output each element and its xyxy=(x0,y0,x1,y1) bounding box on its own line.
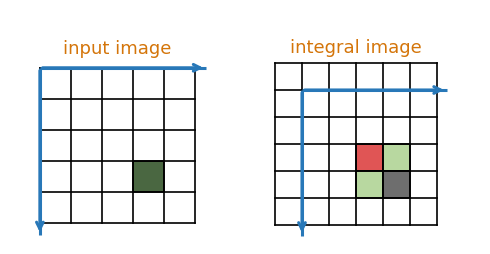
Bar xyxy=(383,171,410,198)
Bar xyxy=(133,161,164,192)
Bar xyxy=(356,171,383,198)
Bar xyxy=(356,144,383,171)
Text: integral image: integral image xyxy=(290,39,422,57)
Bar xyxy=(383,144,410,171)
Text: input image: input image xyxy=(63,40,172,58)
